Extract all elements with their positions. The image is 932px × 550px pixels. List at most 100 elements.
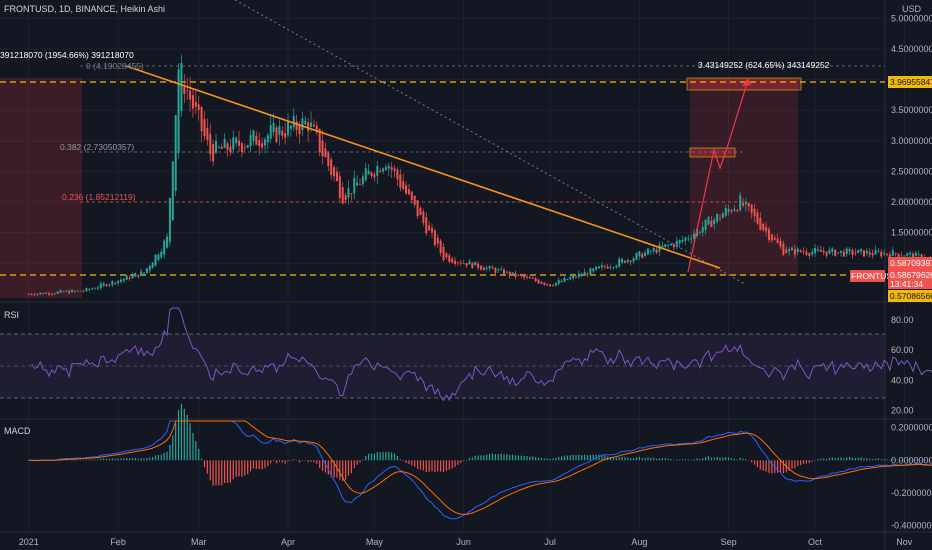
rsi-axis[interactable]: 80.00 60.00 40.00 20.00: [891, 315, 914, 415]
left-measure-box[interactable]: [0, 78, 82, 298]
candle-body: [373, 174, 376, 178]
price-axis[interactable]: 5.000000004.500000004.000000003.50000000…: [891, 13, 932, 268]
macd-histogram: [28, 403, 931, 486]
candle-body: [655, 249, 658, 254]
macd-bar: [238, 460, 240, 477]
macd-bar: [903, 460, 905, 461]
candle-body: [189, 90, 192, 100]
macd-bar: [814, 460, 816, 461]
macd-tick-label: 0.00000000: [891, 455, 932, 465]
candle-body: [209, 133, 212, 155]
macd-bar: [342, 460, 344, 481]
candle-body: [595, 266, 598, 270]
macd-bar: [840, 457, 842, 461]
macd-bar: [883, 459, 885, 461]
candle-body: [549, 284, 552, 287]
macd-bar: [549, 458, 551, 461]
last-price-value: 0.58679626: [890, 270, 932, 280]
macd-bar: [552, 458, 554, 461]
candle-body: [839, 250, 842, 253]
candle-body: [623, 260, 626, 263]
macd-bar: [705, 457, 707, 461]
macd-bar: [301, 460, 303, 461]
macd-bar: [561, 456, 563, 461]
macd-bar: [422, 460, 424, 471]
candle-body: [632, 258, 635, 262]
macd-bar: [229, 460, 231, 483]
candle-body: [580, 274, 583, 276]
candle-body: [382, 168, 385, 172]
candle-body: [701, 227, 704, 233]
macd-bar: [633, 458, 635, 461]
candle-body: [226, 143, 229, 151]
candle-body: [462, 263, 465, 264]
candle-body: [364, 168, 367, 181]
candle-body: [906, 253, 909, 256]
macd-bar: [817, 458, 819, 461]
candle-body: [413, 195, 416, 205]
candle-body: [163, 240, 166, 255]
macd-bar: [572, 454, 574, 461]
time-axis[interactable]: 2021FebMarAprMayJunJulAugSepOctNovDec202…: [19, 537, 932, 547]
candle-body: [399, 174, 402, 188]
macd-bar: [854, 458, 856, 461]
macd-bar: [762, 460, 764, 471]
candle-body: [168, 198, 171, 243]
channel-dotted-line[interactable]: [234, 0, 746, 285]
macd-bar: [226, 460, 229, 483]
candle-body: [744, 201, 747, 205]
candle-body: [53, 293, 56, 295]
candle-body: [747, 203, 750, 207]
price-tick-label: 3.50000000: [891, 105, 932, 115]
candle-body: [822, 250, 825, 253]
candle-body: [307, 122, 310, 132]
macd-bar: [431, 460, 433, 472]
candle-body: [125, 275, 128, 280]
macd-bar: [316, 460, 318, 464]
candle-body: [47, 293, 50, 295]
macd-bar: [725, 457, 727, 461]
rsi-tick-label: 20.00: [891, 405, 914, 415]
candle-body: [465, 263, 468, 266]
candle-body: [534, 278, 537, 282]
macd-bar: [886, 459, 888, 461]
candle-body: [724, 207, 727, 216]
macd-bar: [189, 423, 191, 461]
descending-trendline[interactable]: [125, 65, 721, 269]
macd-signal-line[interactable]: [28, 420, 932, 515]
candle-body: [860, 249, 863, 252]
candle-body: [652, 248, 655, 252]
rsi-line[interactable]: [31, 307, 932, 402]
macd-bar: [177, 410, 180, 461]
candle-body: [62, 291, 65, 293]
time-tick-label: Mar: [191, 537, 207, 547]
candle-body: [888, 254, 891, 258]
candle-body: [99, 283, 102, 289]
macd-bar: [68, 459, 70, 461]
macd-bar: [310, 460, 312, 462]
projection-path[interactable]: [687, 79, 749, 273]
macd-bar: [618, 457, 620, 461]
macd-bar: [362, 459, 364, 461]
right-measure-box[interactable]: [690, 78, 798, 276]
macd-bar: [82, 459, 85, 461]
macd-bar: [483, 455, 485, 461]
macd-bar: [653, 457, 655, 461]
projection-arrowhead: [742, 78, 751, 86]
macd-bar: [598, 454, 600, 461]
candle-body: [474, 261, 477, 266]
macd-bar: [811, 460, 813, 462]
macd-bar: [134, 457, 136, 461]
candle-body: [91, 288, 94, 290]
candle-body: [327, 152, 330, 167]
candle-body: [802, 251, 805, 253]
macd-bar: [454, 460, 456, 467]
candle-body: [788, 249, 791, 252]
macd-bar: [722, 457, 724, 461]
candle-body: [468, 261, 471, 265]
candle-body: [73, 290, 76, 292]
macd-bar: [843, 458, 845, 461]
